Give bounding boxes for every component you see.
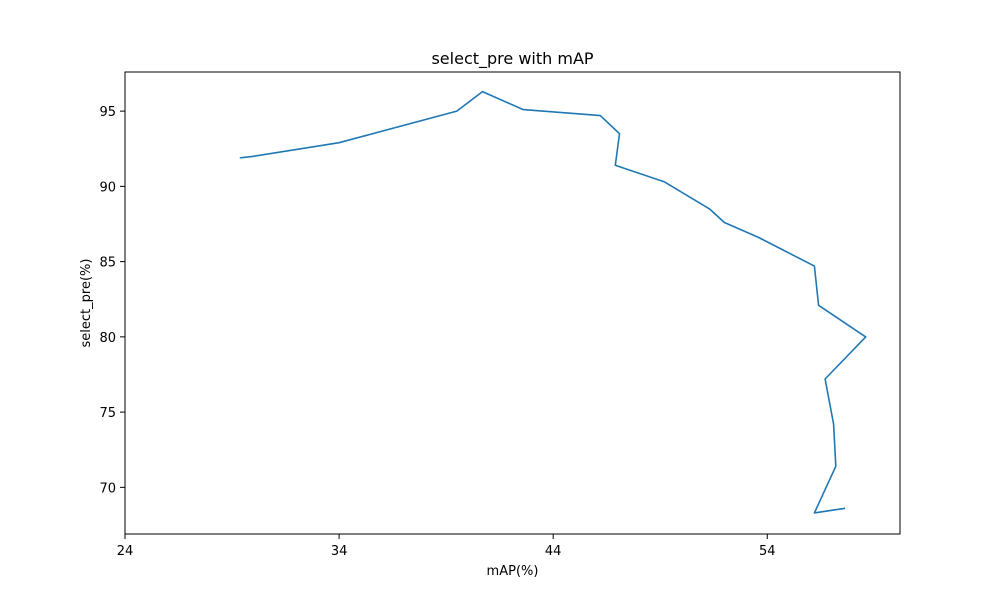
- y-tick-label: 90: [99, 180, 116, 195]
- y-tick-label: 95: [99, 105, 116, 120]
- y-tick-label: 85: [99, 256, 116, 271]
- plot-frame: [124, 71, 901, 535]
- x-tick-label: 44: [545, 544, 562, 559]
- y-tick-label: 75: [99, 406, 116, 421]
- y-axis-title: select_pre(%): [79, 259, 94, 348]
- series-line: [239, 90, 867, 514]
- x-tick-label: 24: [117, 544, 134, 559]
- y-tick-label: 70: [99, 481, 116, 496]
- ticks-layer: 24 34 44 54 70 75 80 85 90 95: [99, 105, 775, 559]
- x-tick-label: 54: [759, 544, 776, 559]
- chart-title: select_pre with mAP: [431, 49, 593, 69]
- x-axis-title: mAP(%): [487, 564, 539, 579]
- plot-layer: [239, 90, 867, 514]
- y-tick-label: 80: [99, 331, 116, 346]
- x-tick-label: 34: [331, 544, 348, 559]
